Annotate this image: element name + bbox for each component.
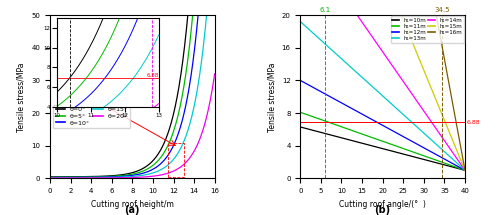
Y-axis label: Tensile stress/MPa: Tensile stress/MPa xyxy=(16,62,26,132)
Y-axis label: Tensile stress/MPa: Tensile stress/MPa xyxy=(267,62,276,132)
Bar xyxy=(168,143,184,177)
Text: 6.1: 6.1 xyxy=(320,7,331,13)
Legend: θ=0°, θ=5°, θ=10°, θ=15°, θ=20°: θ=0°, θ=5°, θ=10°, θ=15°, θ=20° xyxy=(53,104,130,128)
Text: 34.5: 34.5 xyxy=(434,7,450,13)
X-axis label: Cutting roof height/m: Cutting roof height/m xyxy=(91,200,174,209)
Legend: h₁=10m, h₁=11m, h₁=12m, h₁=13m, h₁=14m, h₁=15m, h₁=16m: h₁=10m, h₁=11m, h₁=12m, h₁=13m, h₁=14m, … xyxy=(390,16,464,43)
Text: (b): (b) xyxy=(374,205,390,215)
Text: 6.88: 6.88 xyxy=(466,120,480,125)
X-axis label: Cutting roof angle/(°  ): Cutting roof angle/(° ) xyxy=(339,200,426,209)
Text: (a): (a) xyxy=(124,205,140,215)
